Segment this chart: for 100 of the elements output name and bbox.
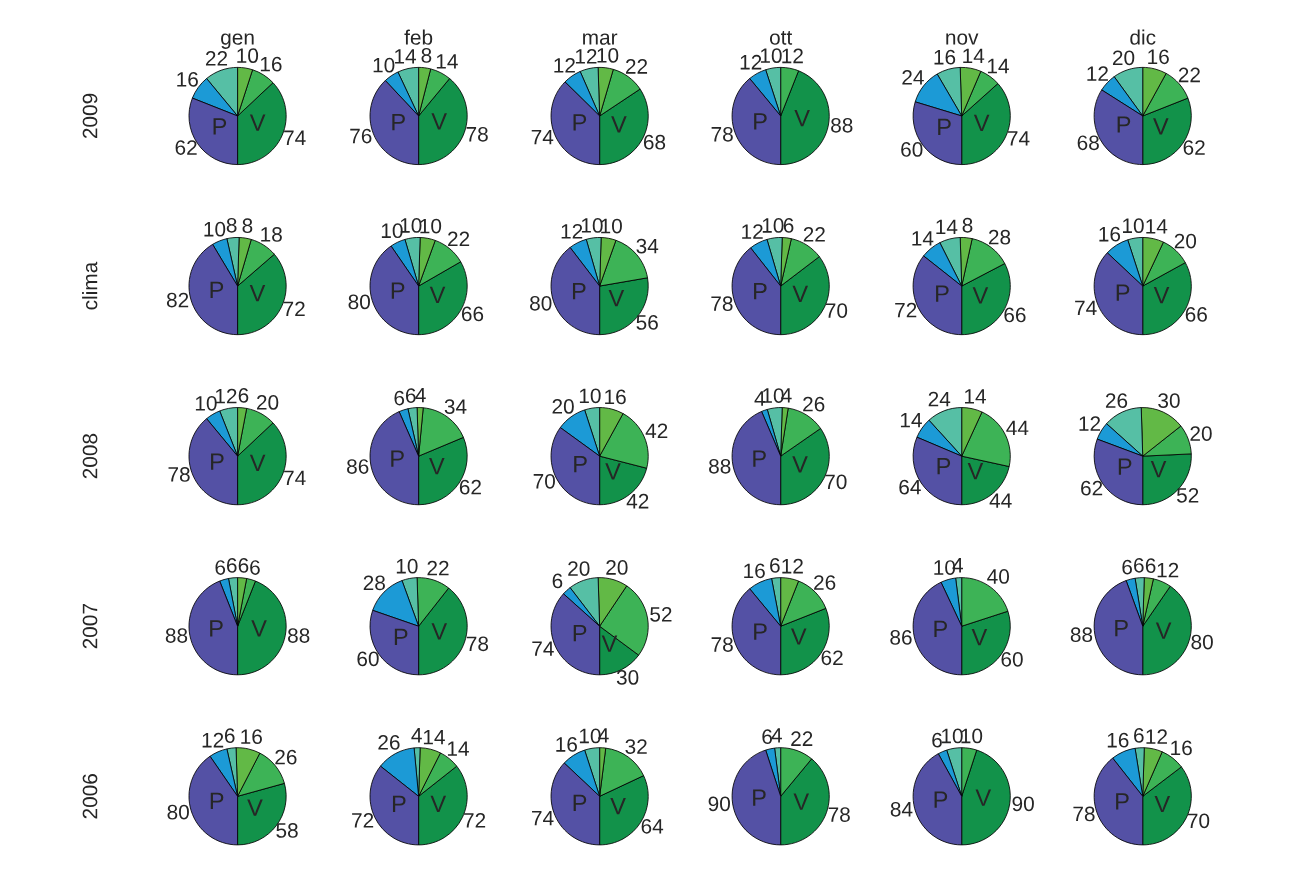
data-label: 66 <box>1004 307 1026 323</box>
data-label: 22 <box>205 51 228 66</box>
data-label: 12 <box>202 732 224 748</box>
data-label: 78 <box>1073 806 1095 822</box>
text: clima <box>82 261 98 310</box>
data-label: 88 <box>165 628 188 643</box>
data-label: 44 <box>989 493 1012 508</box>
slice-label: P <box>934 791 948 808</box>
slice-label: V <box>1154 795 1171 813</box>
data-label: 62 <box>1183 140 1205 155</box>
slice-label: P <box>938 118 951 136</box>
data-label: 72 <box>283 301 305 317</box>
data-label: 12 <box>782 558 803 574</box>
data-label: 24 <box>902 70 924 85</box>
data-label: 62 <box>821 650 843 666</box>
data-label: 14 <box>447 741 469 756</box>
data-label: 62 <box>1081 480 1103 496</box>
data-label: 60 <box>1001 651 1023 667</box>
data-label: 80 <box>348 294 370 310</box>
data-label: 12 <box>561 223 583 239</box>
data-label: 88 <box>1070 627 1093 643</box>
data-label: 30 <box>616 670 639 685</box>
data-label: 22 <box>448 231 470 247</box>
data-label: 70 <box>825 474 847 490</box>
chart-title: feb <box>404 29 433 45</box>
data-label: 14 <box>1146 219 1168 234</box>
data-label: 10 <box>760 48 782 64</box>
data-label: 20 <box>568 561 590 576</box>
slice-label: P <box>391 450 404 467</box>
data-label: 16 <box>177 71 198 87</box>
data-label: 10 <box>601 218 622 234</box>
data-label: 6 <box>238 387 249 403</box>
data-label: 6 <box>552 573 563 589</box>
slice-label: P <box>753 789 766 806</box>
data-label: 16 <box>1148 49 1169 65</box>
data-label: 60 <box>357 651 379 667</box>
slice-label: P <box>210 620 223 637</box>
slice-label: V <box>1153 118 1169 135</box>
data-label: 12 <box>215 388 237 404</box>
slice-label: V <box>1155 622 1172 639</box>
data-label: 20 <box>1190 426 1212 441</box>
slice-label: P <box>754 623 767 640</box>
data-label: 12 <box>740 54 762 70</box>
data-label: 20 <box>1112 50 1135 66</box>
chart-title: ott <box>769 31 793 45</box>
data-label: 6 <box>783 218 794 233</box>
data-label: 42 <box>645 423 668 438</box>
data-label: 24 <box>928 391 951 407</box>
data-label: 60 <box>901 142 923 157</box>
slice-label: P <box>937 458 951 475</box>
slice-label: V <box>431 113 447 130</box>
data-label: 68 <box>643 134 666 150</box>
data-label: 14 <box>423 729 445 745</box>
data-label: 64 <box>899 479 921 495</box>
chart-title: mar <box>583 33 618 45</box>
slice-label: P <box>1115 619 1128 637</box>
data-label: 4 <box>754 391 765 406</box>
data-label: 34 <box>444 399 467 414</box>
chart-title: gen <box>221 33 254 49</box>
data-label: 74 <box>532 641 554 656</box>
slice-label: V <box>973 114 990 131</box>
data-label: 16 <box>934 49 956 65</box>
data-label: 74 <box>284 470 306 486</box>
data-label: 10 <box>597 48 619 63</box>
data-label: 6 <box>215 560 226 575</box>
data-label: 6 <box>1145 558 1156 574</box>
slice-label: P <box>936 285 949 302</box>
data-label: 6 <box>226 558 237 573</box>
data-label: 74 <box>531 129 554 145</box>
data-label: 6 <box>770 558 780 573</box>
data-label: 72 <box>464 812 486 828</box>
data-label: 6 <box>932 732 942 748</box>
slice-label: P <box>754 283 767 300</box>
data-label: 70 <box>1187 813 1210 829</box>
slice-label: P <box>572 282 586 300</box>
data-label: 10 <box>195 395 217 411</box>
data-label: 14 <box>963 48 985 64</box>
slice-label: P <box>1116 793 1129 810</box>
slice-label: V <box>430 795 447 812</box>
slice-label: P <box>1117 116 1131 133</box>
data-label: 72 <box>895 302 917 318</box>
data-label: 86 <box>890 630 912 645</box>
data-label: 8 <box>421 48 432 63</box>
data-label: 34 <box>636 238 659 254</box>
data-label: 10 <box>420 218 442 234</box>
data-label: 16 <box>260 56 282 72</box>
slice-label: V <box>249 114 266 131</box>
slice-label: P <box>753 450 766 467</box>
data-label: 4 <box>771 728 782 743</box>
data-label: 88 <box>831 117 853 133</box>
data-label: 12 <box>1079 416 1101 431</box>
data-label: 22 <box>791 731 813 746</box>
data-label: 16 <box>556 737 577 752</box>
data-label: 64 <box>641 818 664 834</box>
data-label: 78 <box>828 807 850 822</box>
data-label: 78 <box>466 126 488 142</box>
data-label: 78 <box>711 126 733 142</box>
slice-label: V <box>429 286 446 304</box>
data-label: 14 <box>900 412 922 428</box>
slice-label: P <box>1116 284 1130 301</box>
